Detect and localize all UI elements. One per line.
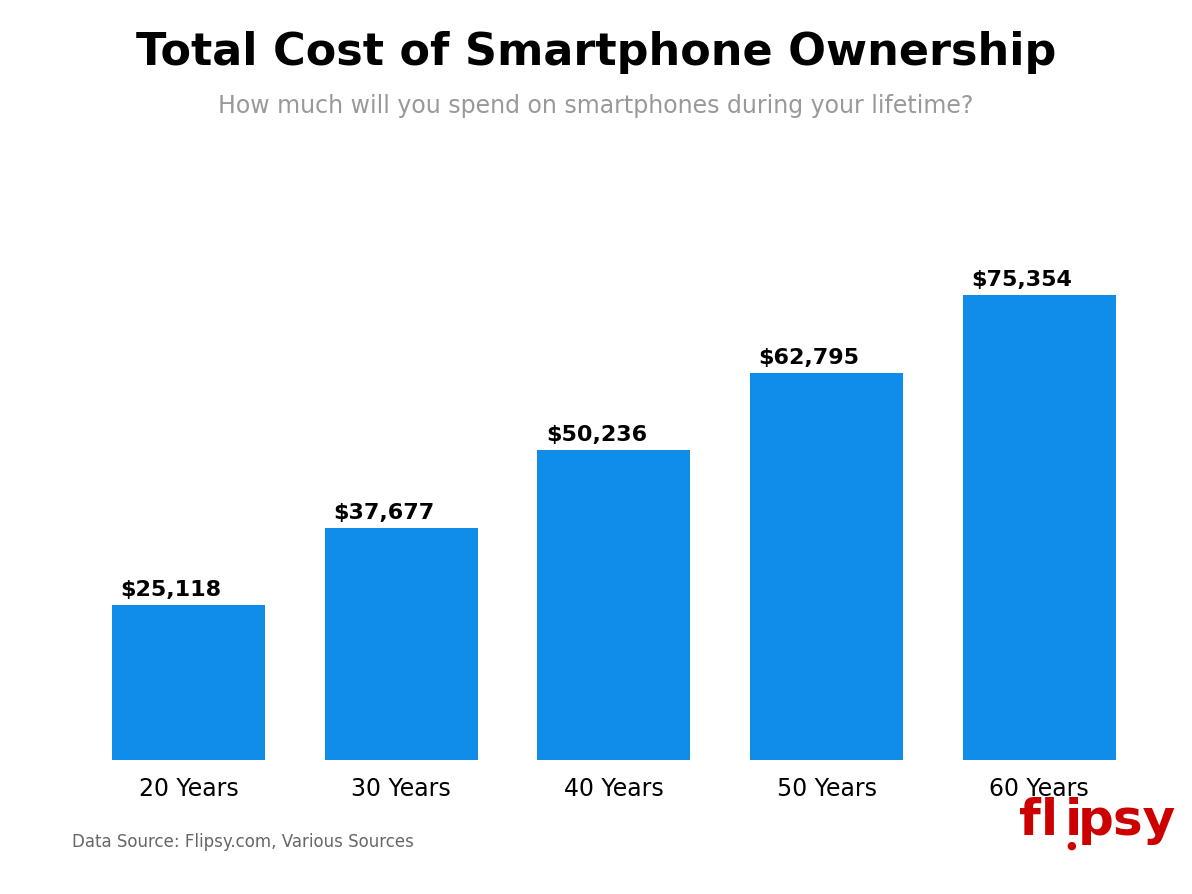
Text: $75,354: $75,354 bbox=[971, 270, 1072, 291]
Bar bbox=[324, 527, 478, 760]
Bar bbox=[538, 451, 690, 760]
Text: psy: psy bbox=[1078, 797, 1175, 845]
Text: fl: fl bbox=[1019, 797, 1058, 845]
Text: Total Cost of Smartphone Ownership: Total Cost of Smartphone Ownership bbox=[136, 31, 1056, 74]
Bar bbox=[963, 295, 1116, 760]
Bar bbox=[112, 605, 265, 760]
Text: Data Source: Flipsy.com, Various Sources: Data Source: Flipsy.com, Various Sources bbox=[72, 833, 414, 851]
Text: How much will you spend on smartphones during your lifetime?: How much will you spend on smartphones d… bbox=[218, 94, 974, 118]
Text: ●: ● bbox=[1067, 841, 1076, 851]
Text: $25,118: $25,118 bbox=[120, 580, 222, 600]
Text: i: i bbox=[1064, 797, 1081, 845]
Text: $50,236: $50,236 bbox=[546, 426, 647, 445]
Text: $62,795: $62,795 bbox=[758, 348, 859, 367]
Text: $37,677: $37,677 bbox=[333, 502, 434, 523]
Bar bbox=[750, 373, 904, 760]
